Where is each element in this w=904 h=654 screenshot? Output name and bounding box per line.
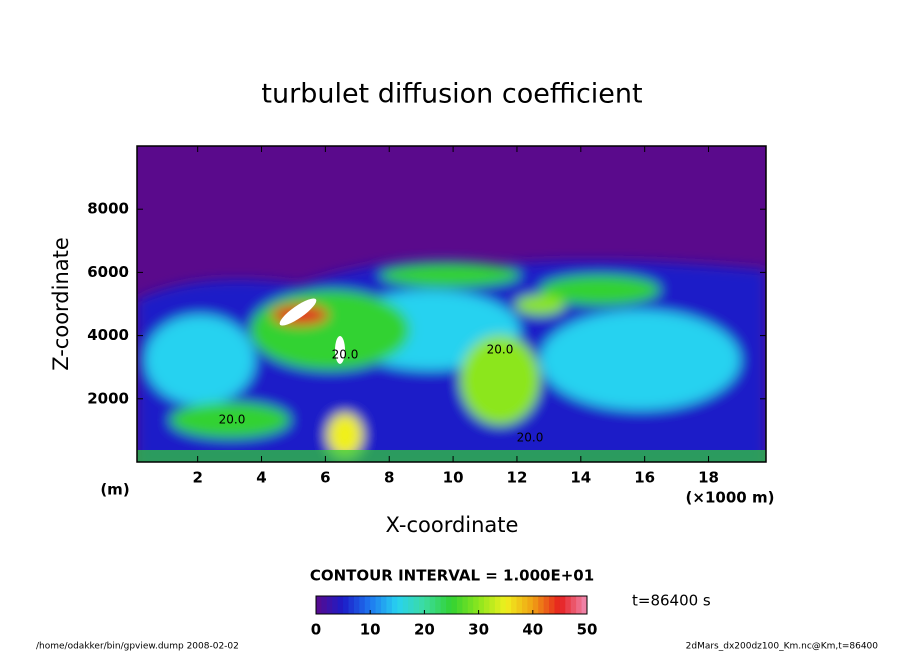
colorbar-cell [538, 596, 545, 614]
colorbar-cell [516, 596, 523, 614]
colorbar-cell [446, 596, 452, 614]
contour-label: 20.0 [219, 413, 246, 427]
colorbar-cell [386, 596, 393, 614]
colorbar-cell [521, 596, 528, 614]
colorbar-cell [554, 596, 561, 614]
colorbar-cell [353, 596, 360, 614]
y-tick-label: 2000 [87, 389, 129, 407]
x-unit: (m) [100, 481, 129, 499]
colorbar-cell [494, 596, 501, 614]
colorbar-cell [316, 596, 322, 614]
y-axis-title: Z-coordinate [49, 237, 73, 371]
footer: /home/odakker/bin/gpview.dump 2008-02-02 [36, 642, 239, 652]
colorbar-cell [484, 596, 490, 614]
colorbar-cell [424, 596, 431, 614]
contour-interval: CONTOUR INTERVAL = 1.000E+01 [310, 567, 594, 585]
x-tick-label: 2 [192, 469, 202, 487]
colorbar-cell [326, 596, 333, 614]
colorbar-cell [402, 596, 409, 614]
colorbar-cell [505, 596, 512, 614]
y-tick-label: 4000 [87, 326, 129, 344]
colorbar-frame [315, 595, 588, 615]
colorbar-cell [370, 596, 377, 614]
colorbar-cell [549, 596, 555, 614]
colorbar-cell [364, 596, 371, 614]
colorbar-cell [429, 596, 436, 614]
colorbar-cell [321, 596, 328, 614]
footer: 2dMars_dx200dz100_Km.nc@Km,t=86400 [686, 642, 879, 652]
colorbar-cell [456, 596, 463, 614]
colorbar-cell [559, 596, 566, 614]
time-label: t=86400 s [632, 592, 711, 610]
colorbar-tick-label: 20 [414, 621, 435, 639]
colorbar-cell [576, 596, 583, 614]
colorbar-cell [381, 596, 387, 614]
y-tick-label: 8000 [87, 200, 129, 218]
colorbar-cell [565, 596, 572, 614]
colorbar-tick-label: 40 [522, 621, 543, 639]
colorbar-cell [348, 596, 355, 614]
colorbar-cell [408, 596, 415, 614]
colorbar-cell [332, 596, 339, 614]
x-tick-label: 18 [698, 469, 719, 487]
colorbar-cell [478, 596, 485, 614]
colorbar-cell [527, 596, 534, 614]
colorbar-cell [397, 596, 404, 614]
colorbar-cell [435, 596, 442, 614]
colorbar-cell [343, 596, 350, 614]
colorbar-cell [451, 596, 458, 614]
colorbar-cell [375, 596, 382, 614]
chart-title: turbulet diffusion coefficient [261, 79, 642, 110]
plot-frame [136, 145, 767, 463]
colorbar-tick-label: 50 [577, 621, 598, 639]
contour-label: 20.0 [332, 348, 359, 362]
colorbar-tick-label: 0 [311, 621, 321, 639]
x-tick-label: 16 [634, 469, 655, 487]
colorbar-cell [440, 596, 447, 614]
x-tick-label: 4 [256, 469, 266, 487]
x-tick-label: 12 [507, 469, 528, 487]
colorbar-tick-label: 10 [360, 621, 381, 639]
colorbar-cell [418, 596, 425, 614]
contour-label: 20.0 [517, 431, 544, 445]
y-tick-label: 6000 [87, 263, 129, 281]
contour-label: 20.0 [487, 343, 514, 357]
x-tick-label: 14 [570, 469, 591, 487]
colorbar-cell [467, 596, 474, 614]
colorbar-cell [532, 596, 539, 614]
colorbar-cell [500, 596, 507, 614]
colorbar-cell [413, 596, 420, 614]
x-axis-title: X-coordinate [386, 513, 519, 537]
colorbar-cell [570, 596, 577, 614]
colorbar-tick-label: 30 [468, 621, 489, 639]
colorbar-cell [473, 596, 480, 614]
colorbar-cell [391, 596, 398, 614]
x-tick-label: 6 [320, 469, 330, 487]
x-tick-label: 8 [384, 469, 394, 487]
colorbar-cell [337, 596, 344, 614]
x-unit: (×1000 m) [686, 489, 775, 507]
colorbar-cell [581, 596, 588, 614]
colorbar-cell [511, 596, 518, 614]
field [137, 146, 766, 462]
x-tick-label: 10 [443, 469, 464, 487]
colorbar-cell [359, 596, 366, 614]
colorbar-cell [489, 596, 496, 614]
colorbar-cell [543, 596, 550, 614]
colorbar-cell [462, 596, 469, 614]
